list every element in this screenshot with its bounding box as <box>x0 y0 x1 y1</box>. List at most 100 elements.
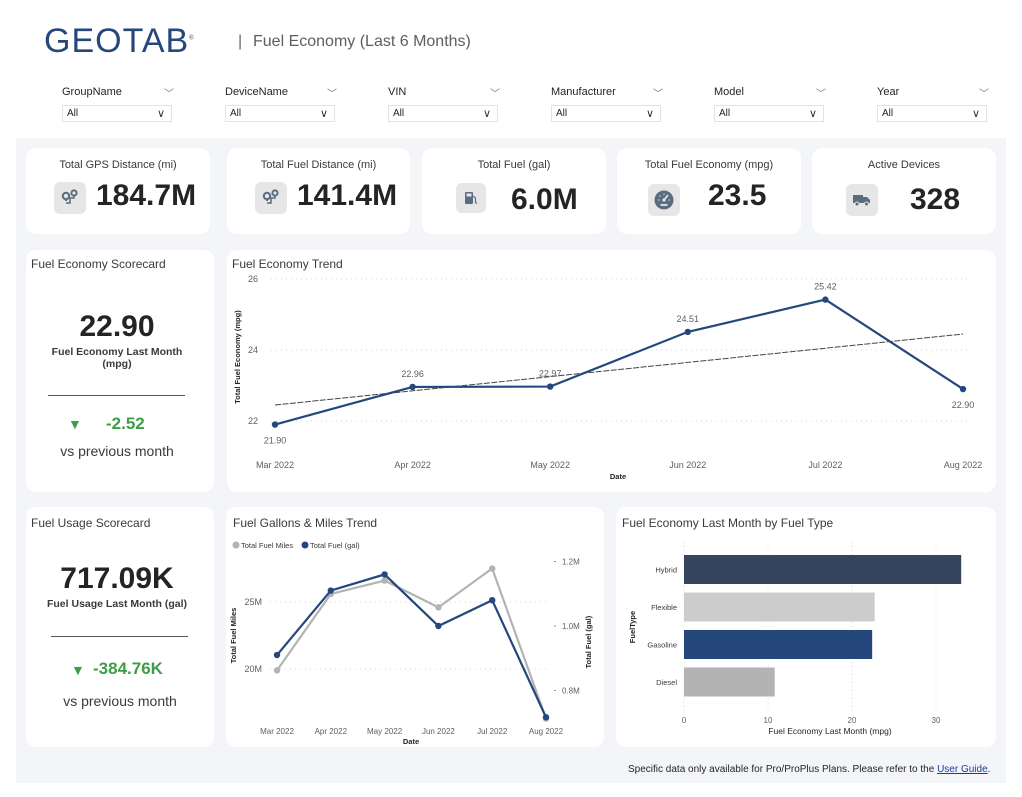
data-point <box>542 714 550 721</box>
filter-label: Manufacturer <box>551 86 616 98</box>
category-label: Gasoline <box>647 641 677 650</box>
x-tick-label: Jun 2022 <box>669 460 706 470</box>
y-tick-label: 22 <box>248 416 258 426</box>
kpi-title: Total GPS Distance (mi) <box>59 159 177 171</box>
legend-marker <box>301 541 309 549</box>
filter-devicename[interactable]: DeviceName ﹀ All ∨ <box>225 86 337 122</box>
fuel-economy-scorecard: Fuel Economy Scorecard 22.90 Fuel Econom… <box>26 250 214 492</box>
data-point <box>684 328 691 336</box>
y-tick-label-right: 0.8M <box>562 687 580 696</box>
category-label: Diesel <box>656 678 677 687</box>
x-tick-label: Apr 2022 <box>315 727 348 736</box>
x-tick-label: Mar 2022 <box>260 727 294 736</box>
chevron-down-icon[interactable]: ﹀ <box>327 89 337 100</box>
kpi-card-total-fuel: Total Fuel (gal) 6.0M <box>422 148 606 234</box>
chevron-down-icon: ∨ <box>482 108 491 120</box>
x-axis-title: Fuel Economy Last Month (mpg) <box>768 726 891 736</box>
chevron-down-icon[interactable]: ﹀ <box>164 89 174 100</box>
divider <box>51 636 188 637</box>
kpi-value: 328 <box>910 183 961 216</box>
bar <box>684 555 962 584</box>
x-tick-label: Apr 2022 <box>394 460 431 470</box>
scorecard-comparison: vs previous month <box>63 693 177 709</box>
x-tick-label: Aug 2022 <box>944 460 983 470</box>
x-tick-label: May 2022 <box>530 460 570 470</box>
x-axis-title: Date <box>610 472 626 481</box>
x-tick-label: May 2022 <box>367 727 403 736</box>
data-point <box>271 421 279 428</box>
kpi-card-active-devices: Active Devices 328 <box>812 148 996 234</box>
x-tick-label: 0 <box>682 716 687 725</box>
kpi-title: Total Fuel Economy (mpg) <box>644 159 774 171</box>
data-label: 24.51 <box>677 314 700 324</box>
data-label: 21.90 <box>264 436 287 446</box>
filter-model[interactable]: Model ﹀ All ∨ <box>714 86 826 122</box>
chevron-down-icon: ∨ <box>156 108 165 120</box>
data-point <box>435 604 442 611</box>
filter-vin[interactable]: VIN ﹀ All ∨ <box>388 86 500 122</box>
scorecard-label-unit: (mpg) <box>102 358 132 370</box>
category-label: Flexible <box>651 603 677 612</box>
y-axis-title: FuelType <box>628 611 637 643</box>
x-tick-label: Mar 2022 <box>256 460 294 470</box>
data-label: 22.96 <box>401 369 424 379</box>
filter-year[interactable]: Year ﹀ All ∨ <box>877 86 989 122</box>
filter-dropdown[interactable]: All ∨ <box>714 105 824 122</box>
chevron-down-icon[interactable]: ﹀ <box>490 89 500 100</box>
filter-dropdown[interactable]: All ∨ <box>551 105 661 122</box>
scorecard-label: Fuel Usage Last Month (gal) <box>46 598 187 610</box>
filter-label: Model <box>714 86 744 98</box>
footer-note: Specific data only available for Pro/Pro… <box>628 764 990 775</box>
kpi-title: Total Fuel Distance (mi) <box>260 159 377 171</box>
data-point <box>822 296 829 303</box>
fuel-type-panel: Fuel Economy Last Month by Fuel Type <box>616 507 996 747</box>
panel-title: Fuel Economy Last Month by Fuel Type <box>622 516 834 530</box>
filter-dropdown[interactable]: All ∨ <box>62 105 172 122</box>
filter-manufacturer[interactable]: Manufacturer ﹀ All ∨ <box>551 86 663 122</box>
speedometer-icon <box>648 184 680 216</box>
filter-groupname[interactable]: GroupName ﹀ All ∨ <box>62 86 174 122</box>
chevron-down-icon[interactable]: ﹀ <box>816 89 826 100</box>
filter-label: GroupName <box>62 86 122 98</box>
truck-icon <box>846 184 878 216</box>
filter-value: All <box>230 108 242 119</box>
fuel-gallons-miles-chart: Total Fuel Miles Total Fuel (gal) 20M 25M 0.… <box>229 541 593 746</box>
route-pin-icon <box>54 182 86 214</box>
route-pin-icon <box>255 182 287 214</box>
user-guide-link[interactable]: User Guide <box>937 764 988 775</box>
trend-line <box>274 333 964 406</box>
geotab-logo: GEOTAB® <box>44 22 195 60</box>
kpi-value: 141.4M <box>297 179 398 212</box>
filter-label: Year <box>877 86 900 98</box>
kpi-value: 6.0M <box>511 183 578 216</box>
chevron-down-icon[interactable]: ﹀ <box>653 89 663 100</box>
fuel-pump-icon <box>456 183 486 213</box>
filter-value: All <box>719 108 731 119</box>
chevron-down-icon: ∨ <box>645 108 654 120</box>
data-point <box>409 383 416 391</box>
scorecard-value: 717.09K <box>60 562 174 595</box>
scorecard-delta: -2.52 <box>106 414 145 433</box>
data-label: 22.90 <box>952 400 975 410</box>
filter-dropdown[interactable]: All ∨ <box>225 105 335 122</box>
kpi-title: Total Fuel (gal) <box>477 159 551 171</box>
chevron-down-icon[interactable]: ﹀ <box>979 89 989 100</box>
y-tick-label-left: 20M <box>244 664 262 674</box>
data-point <box>381 577 388 584</box>
page-title: Fuel Economy (Last 6 Months) <box>253 33 471 50</box>
filter-value: All <box>882 108 894 119</box>
kpi-card-fuel-economy: Total Fuel Economy (mpg) 23.5 <box>617 148 801 234</box>
fuel-economy-trend-chart: 22 24 26 Total Fuel Economy (mpg) Mar 2022 Ap… <box>233 274 983 481</box>
x-tick-label: Aug 2022 <box>529 727 564 736</box>
scorecard-delta: -384.76K <box>93 659 163 678</box>
filter-dropdown[interactable]: All ∨ <box>877 105 987 122</box>
filter-value: All <box>393 108 405 119</box>
filter-dropdown[interactable]: All ∨ <box>388 105 498 122</box>
y-tick-label-right: 1.2M <box>562 558 580 567</box>
x-axis-title: Date <box>403 737 419 746</box>
bar <box>684 667 775 697</box>
fuel-usage-scorecard: Fuel Usage Scorecard 717.09K Fuel Usage … <box>26 507 214 747</box>
x-tick-label: Jul 2022 <box>477 727 508 736</box>
scorecard-label: Fuel Economy Last Month <box>51 346 183 358</box>
title-separator: | <box>238 33 243 50</box>
